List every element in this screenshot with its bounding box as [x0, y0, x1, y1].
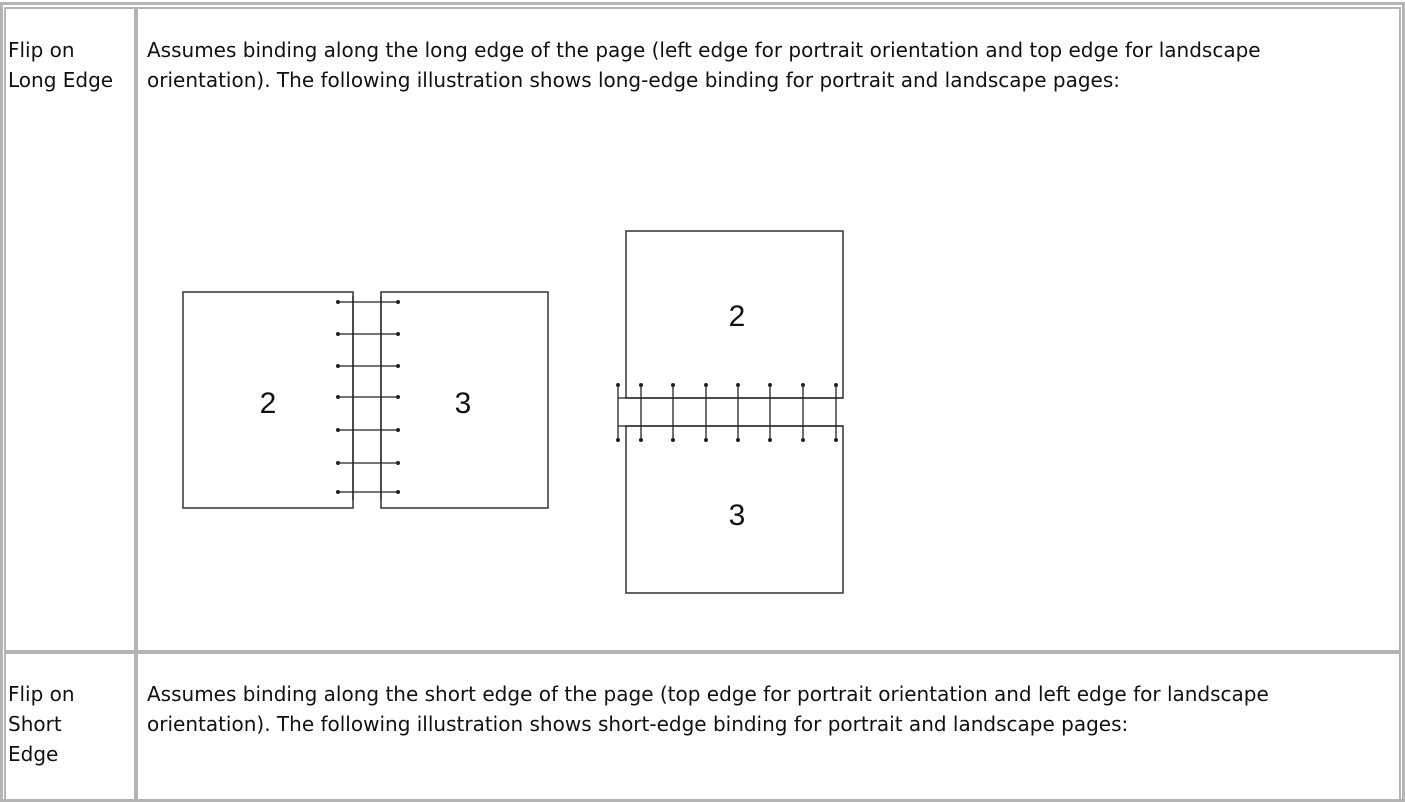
binding: [336, 296, 400, 500]
binding-stroke: [336, 364, 340, 368]
binding-stroke: [768, 383, 772, 387]
table-cell: [136, 7, 1401, 652]
page-sheet: [625, 425, 844, 594]
binding-stroke: [639, 383, 643, 387]
page-sheet: [182, 291, 354, 509]
binding: [616, 383, 843, 442]
binding-stroke: [336, 490, 340, 494]
binding-stroke: [336, 300, 340, 304]
binding-stroke: [396, 332, 400, 336]
binding-stroke: [336, 332, 340, 336]
row-label: Flip on Long Edge: [8, 38, 114, 92]
binding-stroke: [801, 438, 805, 442]
binding-stroke: [336, 461, 340, 465]
page-sheet: [625, 230, 844, 399]
binding-stroke: [704, 438, 708, 442]
binding-stroke: [396, 428, 400, 432]
row-label: Flip on Short Edge: [8, 682, 75, 766]
row-description: Assumes binding along the long edge of t…: [147, 38, 1261, 92]
page-number: 2: [260, 387, 277, 420]
table-cell: [4, 7, 136, 652]
binding-stroke: [736, 438, 740, 442]
binding-stroke: [616, 438, 620, 442]
binding-stroke: [671, 438, 675, 442]
binding-stroke: [396, 395, 400, 399]
binding-stroke: [671, 383, 675, 387]
binding-stroke: [834, 383, 838, 387]
binding-illustration: 2 3 2 3: [182, 230, 844, 594]
binding-stroke: [396, 364, 400, 368]
page-number: 2: [729, 300, 746, 333]
binding-stroke: [396, 461, 400, 465]
binding-stroke: [396, 490, 400, 494]
binding-stroke: [396, 300, 400, 304]
binding-stroke: [736, 383, 740, 387]
binding-stroke: [801, 383, 805, 387]
binding-stroke: [834, 438, 838, 442]
binding-stroke: [616, 383, 620, 387]
page-number: 3: [729, 499, 746, 532]
binding-stroke: [336, 428, 340, 432]
page-number: 3: [455, 387, 472, 420]
binding-stroke: [704, 383, 708, 387]
binding-stroke: [768, 438, 772, 442]
row-description: Assumes binding along the short edge of …: [147, 682, 1269, 736]
binding-stroke: [336, 395, 340, 399]
binding-stroke: [639, 438, 643, 442]
page-sheet: [380, 291, 549, 509]
